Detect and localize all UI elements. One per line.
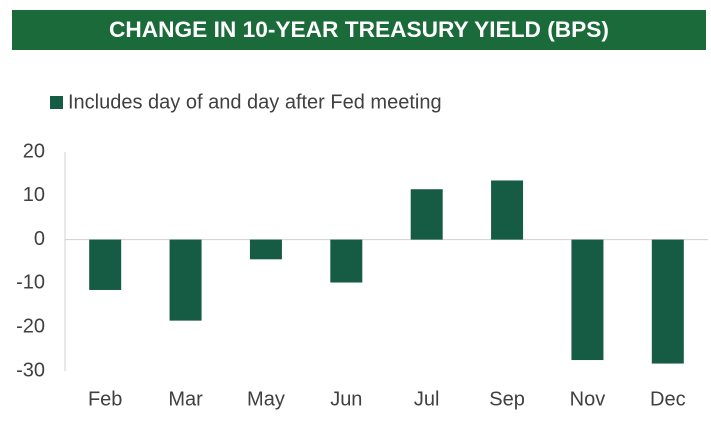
bar — [169, 239, 202, 321]
y-tick-label: -30 — [16, 359, 45, 381]
bar — [89, 239, 122, 290]
y-tick-label: -20 — [16, 315, 45, 337]
y-tick-label: 10 — [23, 184, 45, 206]
x-tick-label: Jul — [414, 388, 440, 410]
x-tick-label: Jun — [330, 388, 362, 410]
x-tick-label: Mar — [168, 388, 203, 410]
chart-title: CHANGE IN 10-YEAR TREASURY YIELD (BPS) — [109, 17, 609, 42]
bar — [249, 239, 282, 260]
y-tick-label: 20 — [23, 140, 45, 162]
legend-label: Includes day of and day after Fed meetin… — [68, 91, 442, 113]
legend-swatch — [50, 96, 63, 109]
bar — [651, 239, 684, 364]
x-tick-label: Feb — [88, 388, 122, 410]
x-tick-label: Nov — [570, 388, 606, 410]
y-tick-label: 0 — [34, 228, 45, 250]
x-tick-label: May — [247, 388, 285, 410]
bar — [330, 239, 363, 283]
title-banner — [12, 10, 706, 50]
x-tick-label: Sep — [489, 388, 525, 410]
x-tick-label: Dec — [650, 388, 686, 410]
bar — [410, 189, 443, 240]
y-tick-label: -10 — [16, 272, 45, 294]
bar — [571, 239, 604, 361]
bar — [491, 180, 524, 240]
